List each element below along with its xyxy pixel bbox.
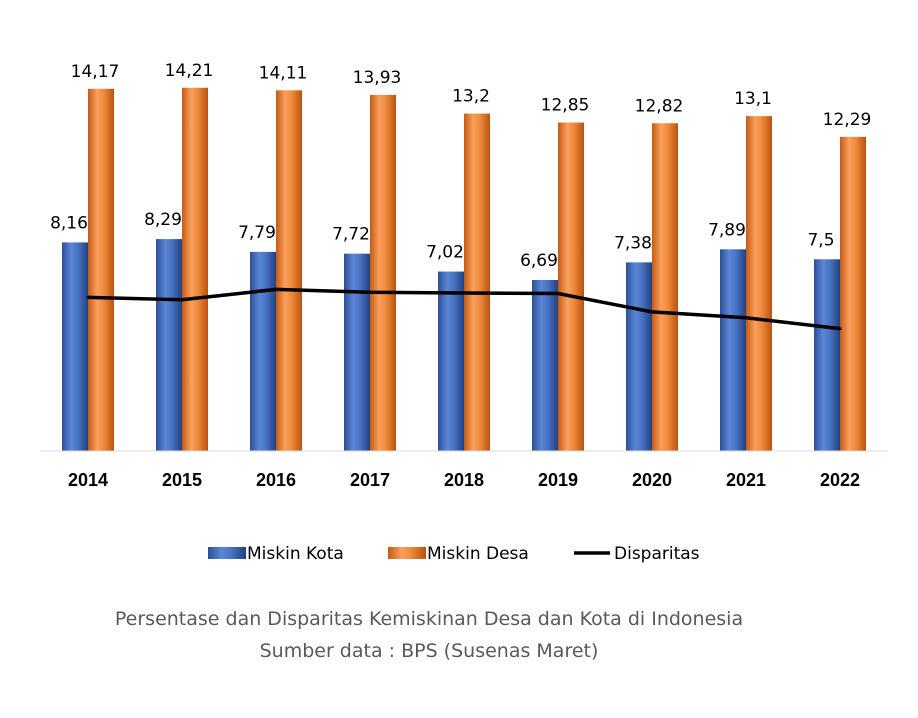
label-miskin-kota-2017: 7,72 — [332, 225, 370, 245]
bar-miskin-desa-2015 — [182, 87, 208, 452]
label-miskin-desa-2015: 14,21 — [165, 61, 214, 81]
x-tick-labels-group: 2014 2015 2016 2017 2018 2019 2020 2021 2022 — [68, 470, 860, 490]
bar-miskin-kota-2022 — [814, 259, 840, 451]
bar-miskin-desa-2019 — [558, 122, 584, 451]
x-tick-2020: 2020 — [632, 470, 672, 490]
point-disparitas-2019 — [556, 292, 560, 296]
bar-miskin-kota-2020 — [626, 262, 652, 451]
label-miskin-kota-2015: 8,29 — [144, 210, 182, 230]
point-disparitas-2022 — [838, 327, 842, 331]
point-disparitas-2018 — [462, 291, 466, 295]
x-tick-2016: 2016 — [256, 470, 296, 490]
legend-swatch-miskin-kota — [208, 547, 246, 559]
label-miskin-desa-2017: 13,93 — [353, 68, 402, 88]
x-tick-2019: 2019 — [538, 470, 578, 490]
x-tick-2022: 2022 — [820, 470, 860, 490]
bar-miskin-kota-2016 — [250, 251, 276, 451]
bar-miskin-desa-2020 — [652, 123, 678, 451]
legend-label-disparitas: Disparitas — [614, 544, 700, 564]
label-miskin-kota-2016: 7,79 — [238, 223, 276, 243]
bar-miskin-desa-2014 — [88, 88, 114, 452]
legend-label-miskin-desa: Miskin Desa — [427, 544, 529, 564]
point-disparitas-2017 — [368, 290, 372, 294]
label-miskin-kota-2018: 7,02 — [426, 243, 464, 263]
x-tick-2018: 2018 — [444, 470, 484, 490]
value-labels-group: 8,16 14,17 8,29 14,21 7,79 14,11 7,72 13,93 7,02… — [50, 61, 871, 271]
label-miskin-desa-2020: 12,82 — [635, 96, 684, 116]
label-miskin-kota-2019: 6,69 — [520, 251, 558, 271]
label-miskin-desa-2022: 12,29 — [823, 110, 872, 130]
x-tick-2014: 2014 — [68, 470, 108, 490]
legend: Miskin Kota Miskin Desa Disparitas — [208, 544, 700, 564]
chart-subtitle: Sumber data : BPS (Susenas Maret) — [259, 640, 599, 662]
point-disparitas-2014 — [86, 295, 90, 299]
bar-miskin-desa-2016 — [276, 90, 302, 452]
x-tick-2015: 2015 — [162, 470, 202, 490]
x-tick-2021: 2021 — [726, 470, 766, 490]
bar-miskin-desa-2021 — [746, 116, 772, 451]
label-miskin-desa-2014: 14,17 — [71, 62, 120, 82]
label-miskin-desa-2021: 13,1 — [734, 89, 772, 109]
bar-miskin-kota-2017 — [344, 253, 370, 451]
point-disparitas-2016 — [274, 287, 278, 291]
label-miskin-desa-2019: 12,85 — [541, 96, 590, 116]
bar-miskin-desa-2022 — [840, 136, 866, 452]
label-miskin-kota-2022: 7,5 — [807, 230, 834, 250]
disparitas-line-group — [86, 287, 842, 331]
point-disparitas-2021 — [744, 316, 748, 320]
point-disparitas-2015 — [180, 298, 184, 302]
legend-swatch-miskin-desa — [388, 547, 426, 559]
point-disparitas-2020 — [650, 310, 654, 314]
bar-miskin-kota-2018 — [438, 271, 464, 451]
label-miskin-kota-2020: 7,38 — [614, 233, 652, 253]
bar-miskin-kota-2021 — [720, 249, 746, 451]
label-miskin-desa-2018: 13,2 — [452, 87, 490, 107]
bar-miskin-desa-2018 — [464, 113, 490, 451]
label-miskin-kota-2014: 8,16 — [50, 213, 88, 233]
bar-miskin-kota-2019 — [532, 279, 558, 451]
bar-miskin-desa-2017 — [370, 94, 396, 452]
bars-group — [62, 87, 866, 452]
bar-miskin-kota-2014 — [62, 242, 88, 451]
chart-title: Persentase dan Disparitas Kemiskinan Des… — [114, 608, 744, 630]
label-miskin-kota-2021: 7,89 — [708, 220, 746, 240]
legend-label-miskin-kota: Miskin Kota — [247, 544, 344, 564]
x-tick-2017: 2017 — [350, 470, 390, 490]
label-miskin-desa-2016: 14,11 — [259, 63, 308, 83]
bar-miskin-kota-2015 — [156, 239, 182, 451]
